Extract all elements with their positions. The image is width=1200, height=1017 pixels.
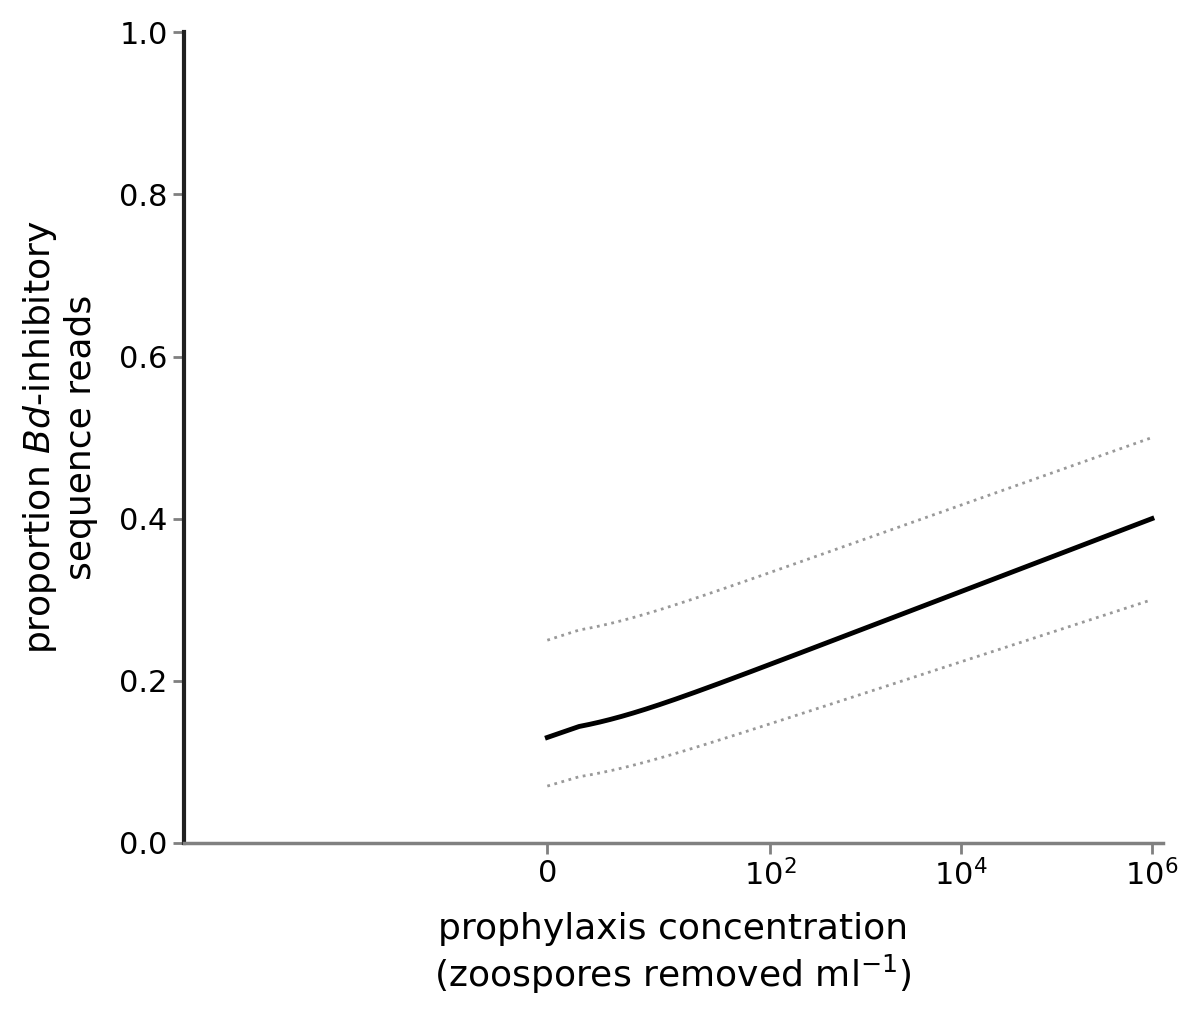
Y-axis label: proportion $\mathit{Bd}$-inhibitory
sequence reads: proportion $\mathit{Bd}$-inhibitory sequ… [20,221,98,654]
X-axis label: prophylaxis concentration
(zoospores removed ml$^{-1}$): prophylaxis concentration (zoospores rem… [434,912,912,997]
